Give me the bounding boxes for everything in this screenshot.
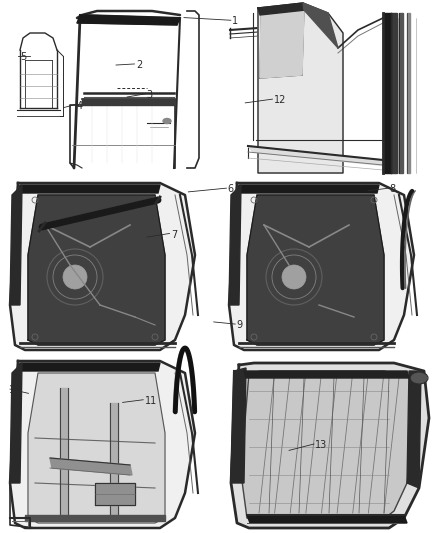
Text: 4: 4 bbox=[77, 101, 83, 110]
Polygon shape bbox=[10, 185, 22, 305]
Polygon shape bbox=[303, 3, 338, 48]
Polygon shape bbox=[248, 146, 388, 166]
Polygon shape bbox=[10, 363, 22, 483]
Polygon shape bbox=[110, 403, 118, 518]
Polygon shape bbox=[77, 15, 180, 25]
Polygon shape bbox=[18, 363, 160, 371]
Polygon shape bbox=[258, 3, 306, 15]
Text: 7: 7 bbox=[171, 230, 177, 239]
Polygon shape bbox=[229, 183, 414, 350]
Polygon shape bbox=[229, 185, 241, 305]
Circle shape bbox=[63, 265, 87, 289]
Polygon shape bbox=[10, 361, 195, 528]
Text: 8: 8 bbox=[390, 184, 396, 194]
Polygon shape bbox=[28, 373, 165, 523]
Ellipse shape bbox=[411, 373, 427, 384]
Polygon shape bbox=[237, 185, 379, 193]
Polygon shape bbox=[244, 371, 409, 378]
Polygon shape bbox=[28, 195, 165, 345]
Text: 5: 5 bbox=[20, 52, 26, 62]
Polygon shape bbox=[18, 185, 160, 193]
Text: 9: 9 bbox=[237, 320, 243, 330]
Text: 11: 11 bbox=[145, 396, 157, 406]
Circle shape bbox=[282, 265, 306, 289]
Text: 3: 3 bbox=[147, 90, 153, 100]
Polygon shape bbox=[407, 13, 410, 173]
Polygon shape bbox=[50, 458, 132, 475]
Polygon shape bbox=[25, 515, 165, 521]
Polygon shape bbox=[242, 371, 415, 521]
Text: 13: 13 bbox=[315, 440, 328, 450]
Polygon shape bbox=[407, 371, 421, 488]
Text: 10: 10 bbox=[9, 385, 21, 395]
Polygon shape bbox=[10, 183, 195, 350]
Text: 2: 2 bbox=[136, 60, 142, 70]
Text: 1: 1 bbox=[232, 17, 238, 26]
Polygon shape bbox=[399, 13, 403, 173]
Polygon shape bbox=[60, 388, 68, 518]
Polygon shape bbox=[258, 3, 343, 173]
Polygon shape bbox=[231, 368, 246, 483]
Text: 6: 6 bbox=[228, 184, 234, 194]
Polygon shape bbox=[391, 13, 397, 173]
Polygon shape bbox=[247, 515, 407, 523]
Polygon shape bbox=[260, 10, 304, 78]
Text: 12: 12 bbox=[274, 95, 286, 105]
Ellipse shape bbox=[163, 118, 171, 124]
Polygon shape bbox=[247, 195, 384, 345]
Polygon shape bbox=[231, 363, 429, 528]
Polygon shape bbox=[82, 99, 175, 105]
Polygon shape bbox=[95, 483, 135, 505]
Polygon shape bbox=[383, 13, 391, 173]
